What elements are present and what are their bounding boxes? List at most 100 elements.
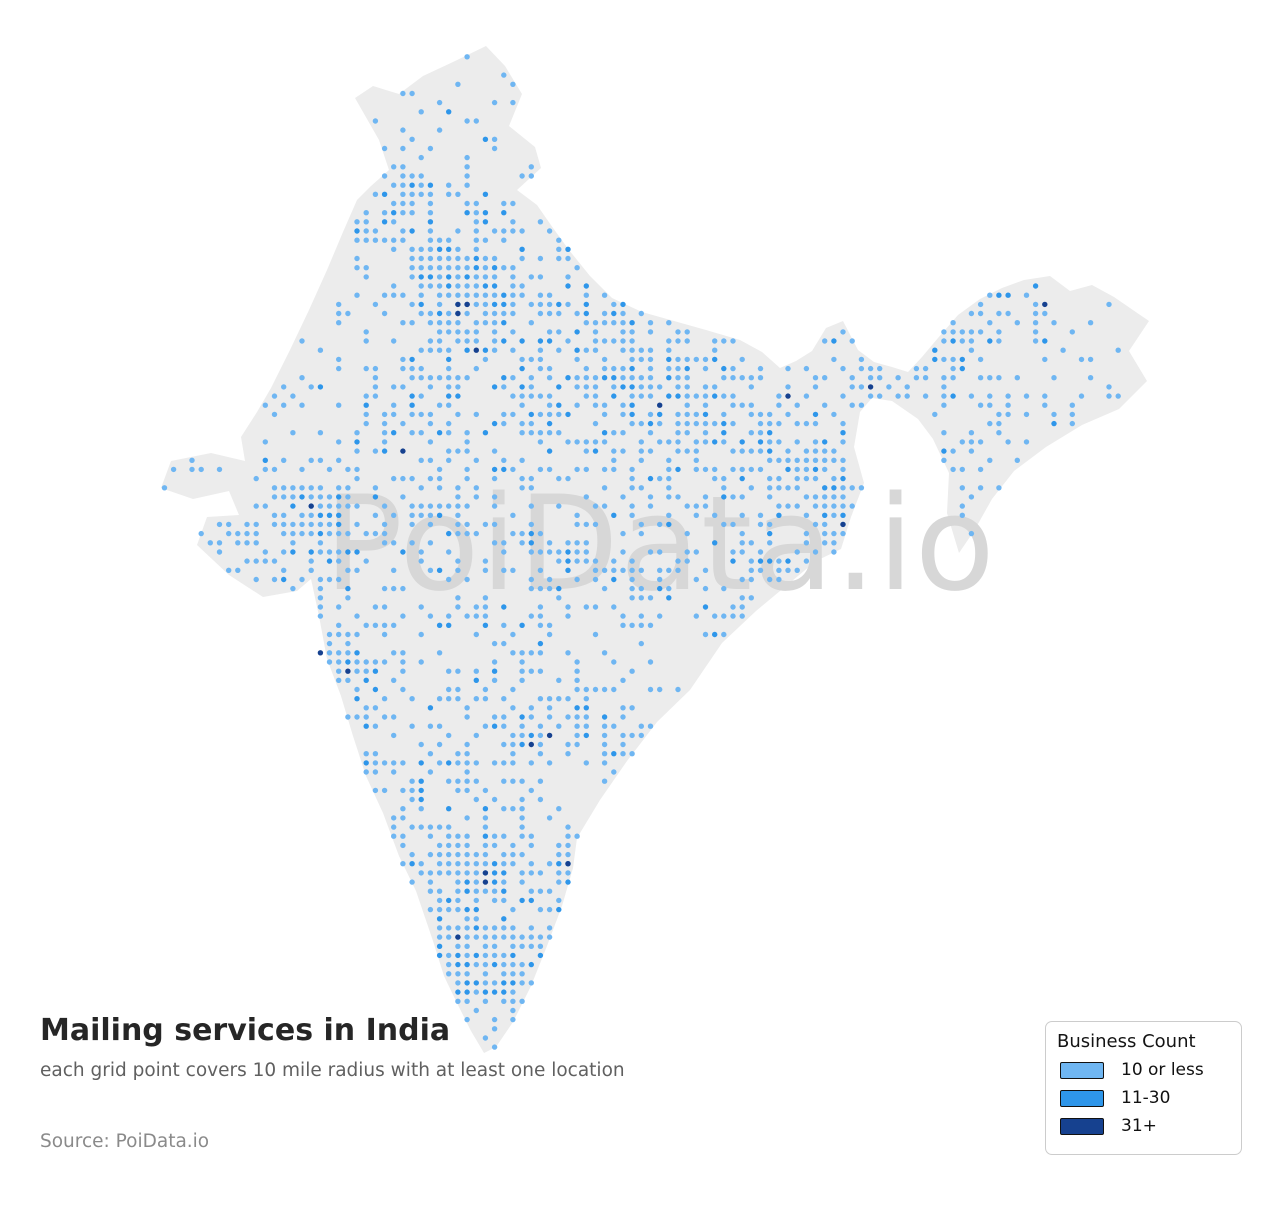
location-dot [822, 457, 828, 463]
location-dot [409, 796, 415, 803]
location-dot [519, 283, 525, 289]
location-dot [391, 622, 397, 628]
location-dot [491, 861, 498, 867]
location-dot [537, 622, 544, 628]
location-dot [391, 512, 397, 518]
location-dot [611, 659, 617, 665]
location-dot [629, 365, 635, 372]
location-dot [537, 741, 544, 748]
location-dot [537, 870, 544, 876]
location-dot [446, 806, 452, 812]
location-dot [436, 925, 443, 931]
location-dot [482, 787, 489, 794]
location-dot [611, 393, 617, 399]
location-dot [262, 457, 268, 463]
location-dot [592, 329, 599, 335]
location-dot [638, 567, 644, 573]
location-dot [491, 283, 498, 289]
location-dot [528, 787, 534, 794]
location-dot [546, 906, 553, 913]
location-dot [583, 705, 589, 711]
location-dot [510, 283, 516, 289]
location-dot [546, 466, 553, 473]
location-dot [446, 430, 452, 436]
location-dot [950, 393, 956, 399]
location-dot [1042, 310, 1048, 317]
location-dot [840, 420, 846, 427]
location-dot [702, 466, 709, 473]
location-dot [317, 549, 324, 555]
location-dot [537, 952, 544, 959]
location-dot [281, 485, 287, 491]
location-dot [1106, 393, 1112, 399]
location-dot [629, 485, 635, 491]
location-dot [583, 384, 589, 390]
location-dot [556, 585, 562, 592]
location-dot [455, 696, 461, 702]
location-dot [611, 751, 617, 757]
location-dot [491, 833, 498, 839]
location-dot [455, 274, 461, 280]
location-dot [409, 90, 415, 97]
location-dot [684, 384, 690, 390]
location-dot [601, 310, 608, 317]
location-dot [345, 659, 351, 665]
location-dot [446, 255, 452, 262]
location-dot [647, 356, 654, 363]
location-dot [372, 191, 379, 197]
location-dot [977, 466, 984, 473]
location-dot [812, 457, 819, 463]
location-dot [510, 842, 516, 849]
location-dot [583, 301, 589, 308]
location-dot [922, 393, 929, 399]
location-dot [556, 595, 562, 601]
location-dot [446, 961, 452, 968]
location-dot [381, 411, 388, 418]
location-dot [629, 512, 635, 518]
location-dot [1115, 393, 1121, 399]
location-dot [620, 622, 626, 628]
location-dot [556, 723, 562, 729]
location-dot [565, 870, 571, 876]
location-dot [501, 696, 507, 702]
location-dot [510, 1007, 516, 1014]
location-dot [510, 925, 516, 931]
location-dot [363, 705, 369, 711]
location-dot [730, 494, 736, 500]
location-dot [455, 851, 461, 858]
location-dot [381, 631, 388, 638]
location-dot [372, 393, 379, 399]
location-dot [409, 356, 415, 363]
location-dot [712, 613, 718, 619]
location-dot [336, 310, 342, 317]
location-dot [400, 164, 406, 170]
location-dot [427, 705, 434, 711]
location-dot [629, 567, 635, 573]
location-dot [702, 439, 709, 445]
location-dot [702, 604, 709, 610]
location-dot [556, 329, 562, 335]
location-dot [638, 393, 644, 399]
location-dot [583, 540, 589, 546]
location-dot [785, 567, 791, 573]
location-dot [482, 320, 489, 326]
location-dot [794, 549, 800, 555]
location-dot [730, 365, 736, 372]
location-dot [372, 494, 379, 500]
location-dot [491, 540, 498, 546]
location-dot [482, 980, 489, 986]
location-dot [345, 595, 351, 601]
location-dot [418, 760, 424, 766]
location-dot [767, 576, 773, 583]
location-dot [372, 604, 379, 610]
location-dot [446, 833, 452, 839]
location-dot [730, 521, 736, 528]
location-dot [446, 356, 452, 363]
location-dot [574, 512, 580, 518]
page-title: Mailing services in India [40, 1013, 451, 1048]
location-dot [409, 851, 415, 858]
location-dot [418, 824, 424, 830]
location-dot [491, 136, 498, 142]
location-dot [510, 952, 516, 959]
location-dot [987, 457, 993, 463]
